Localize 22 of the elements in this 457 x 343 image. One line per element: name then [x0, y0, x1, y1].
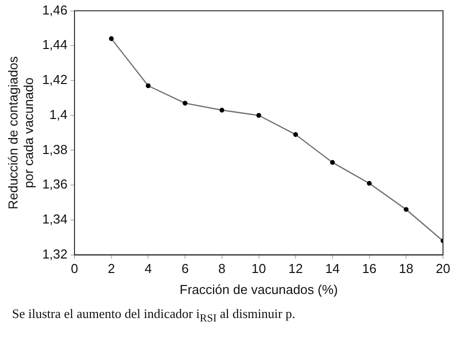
x-tick-label: 16: [362, 261, 377, 276]
x-tick-label: 10: [252, 261, 266, 276]
x-axis-title: Fracción de vacunados (%): [180, 282, 338, 297]
y-tick-label: 1,4: [49, 106, 68, 122]
x-tick-label: 4: [144, 261, 152, 276]
y-tick-label: 1,36: [42, 176, 68, 192]
y-tick-label: 1,38: [42, 142, 68, 157]
y-tick-label: 1,34: [42, 212, 68, 227]
x-tick-label: 18: [398, 261, 414, 276]
x-tick-label: 12: [288, 261, 303, 276]
x-tick-label: 14: [325, 261, 340, 276]
y-tick-label: 1,42: [42, 72, 68, 88]
x-tick-label: 8: [218, 261, 226, 276]
x-tick-label: 6: [181, 261, 189, 276]
x-tick-label: 0: [70, 261, 78, 276]
x-tick-label: 2: [108, 261, 115, 276]
y-tick-label: 1,44: [42, 37, 68, 52]
y-tick-label: 1,32: [42, 246, 68, 262]
y-tick-label: 1,46: [42, 2, 68, 18]
x-tick-label: 20: [436, 261, 450, 276]
text: Se ilustra el aumento del indicador i$_{RSI}$ al disminuir p.: [12, 306, 296, 325]
y-axis-title: Reducción de contagiados por cada vacunado: [5, 56, 36, 210]
